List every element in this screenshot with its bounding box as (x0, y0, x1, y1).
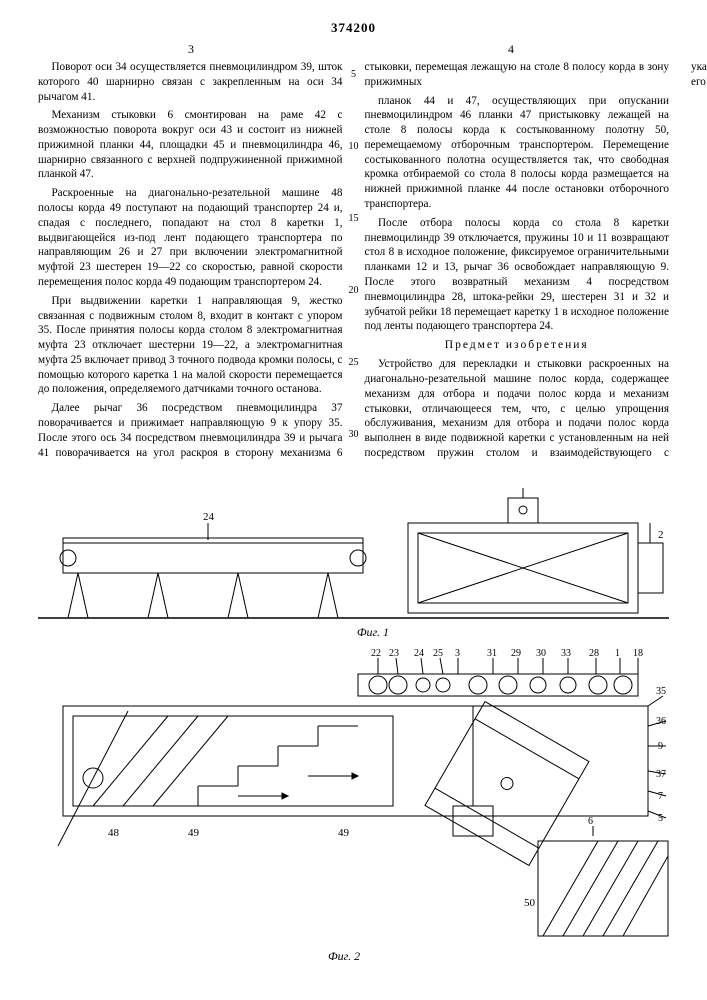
fig2-num: 48 (108, 827, 120, 839)
fig2-num: 24 (414, 648, 424, 659)
line-marker: 15 (344, 214, 364, 224)
page-num-right: 4 (508, 42, 514, 57)
paragraph: Раскроенные на диагонально-резательной м… (38, 186, 343, 289)
fig2-num: 25 (433, 648, 443, 659)
fig2-num: 6 (588, 816, 593, 827)
fig2-num: 37 (656, 769, 666, 780)
line-marker: 10 (344, 142, 364, 152)
fig2-num: 35 (656, 686, 666, 697)
fig2-num: 7 (658, 791, 663, 802)
paragraph: Поворот оси 34 осуществляется пневмоцили… (38, 60, 343, 104)
fig2-num: 30 (536, 648, 546, 659)
fig2-svg: 22 23 24 25 3 31 29 30 33 28 1 18 35 36 … (38, 646, 669, 966)
figure-1: 24 2 Фиг. 1 (38, 488, 669, 638)
figures-area: 24 2 Фиг. 1 (38, 488, 669, 966)
fig2-num: 22 (371, 648, 381, 659)
paragraph: При выдвижении каретки 1 направляющая 9,… (38, 294, 343, 397)
fig2-num: 49 (188, 827, 200, 839)
fig1-label: Фиг. 1 (357, 625, 389, 640)
fig2-num: 29 (511, 648, 521, 659)
fig2-num: 18 (633, 648, 643, 659)
fig2-num: 50 (524, 897, 536, 909)
fig1-num: 2 (658, 529, 664, 541)
line-marker: 30 (344, 430, 364, 440)
fig2-num: 49 (338, 827, 350, 839)
fig1-num: 24 (203, 511, 215, 523)
claims-heading: Предмет изобретения (365, 338, 670, 353)
fig2-num: 31 (487, 648, 497, 659)
fig2-num: 9 (658, 741, 663, 752)
document-number: 374200 (38, 20, 669, 36)
fig2-num: 5 (658, 813, 663, 824)
fig2-num: 3 (455, 648, 460, 659)
patent-page: 374200 3 4 5 10 15 20 25 30 35 Поворот о… (0, 0, 707, 1000)
paragraph: После отбора полосы корда со стола 8 кар… (365, 216, 670, 334)
line-marker: 5 (344, 70, 364, 80)
line-marker: 25 (344, 358, 364, 368)
fig2-num: 33 (561, 648, 571, 659)
fig2-num: 28 (589, 648, 599, 659)
fig1-svg: 24 2 (38, 488, 669, 638)
fig2-label: Фиг. 2 (328, 949, 360, 964)
figure-2: 22 23 24 25 3 31 29 30 33 28 1 18 35 36 … (38, 646, 669, 966)
page-num-left: 3 (188, 42, 194, 57)
line-marker: 20 (344, 286, 364, 296)
fig2-num: 36 (656, 716, 666, 727)
fig2-num: 1 (615, 648, 620, 659)
paragraph: планок 44 и 47, осуществляющих при опуск… (365, 94, 670, 212)
fig2-num: 23 (389, 648, 399, 659)
paragraph: Механизм стыковки 6 смонтирован на раме … (38, 108, 343, 182)
